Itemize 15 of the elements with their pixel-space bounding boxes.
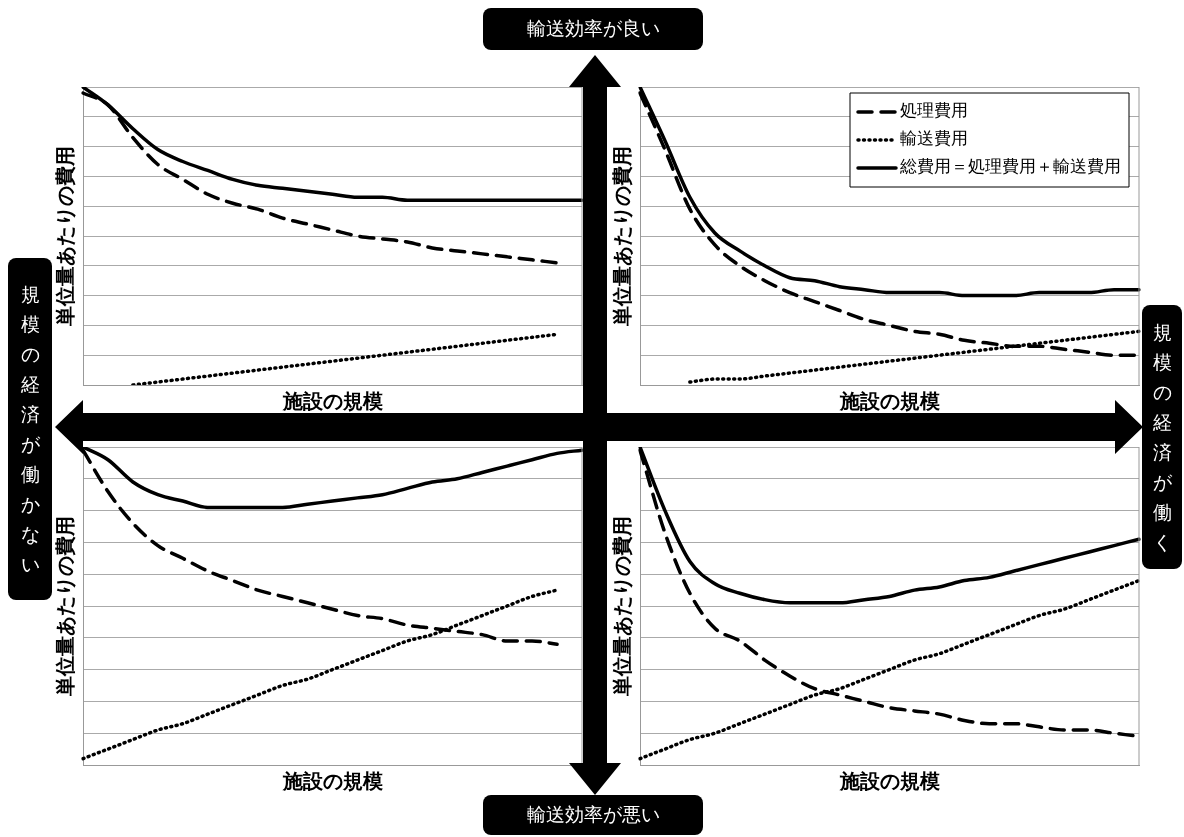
x-axis-title: 施設の規模 <box>838 769 940 794</box>
y-axis-title: 単位量あたりの費用 <box>53 146 78 327</box>
legend-label: 輸送費用 <box>900 128 968 149</box>
x-axis-title: 施設の規模 <box>281 389 383 414</box>
y-axis-title: 単位量あたりの費用 <box>610 146 635 327</box>
legend-label: 総費用＝処理費用＋輸送費用 <box>899 156 1121 177</box>
y-axis-title: 単位量あたりの費用 <box>53 516 78 697</box>
text: 輸送効率が悪い <box>483 795 703 835</box>
x-axis-title: 施設の規模 <box>838 389 940 414</box>
text: 規模の経済が働かない <box>20 283 40 575</box>
x-axis-title: 施設の規模 <box>281 769 383 794</box>
y-axis-title: 単位量あたりの費用 <box>610 516 635 697</box>
text: 規模の経済が働く <box>1152 320 1172 555</box>
text: 輸送効率が良い <box>483 8 703 50</box>
legend-label: 処理費用 <box>900 100 968 121</box>
